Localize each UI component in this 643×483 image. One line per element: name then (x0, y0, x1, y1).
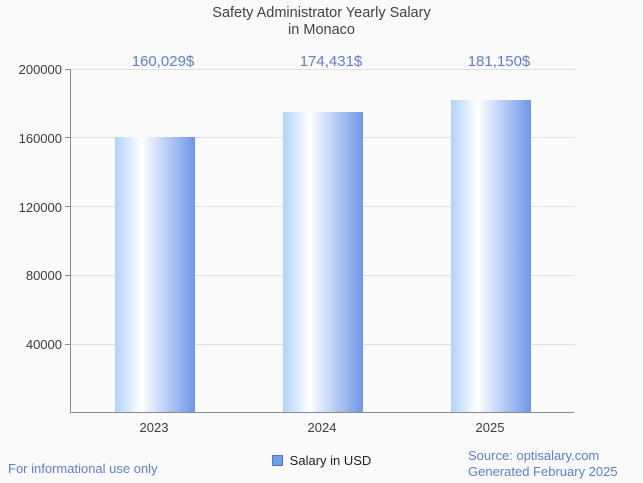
chart-title-line2: in Monaco (288, 22, 355, 38)
y-tick-mark-200000 (65, 68, 71, 70)
legend-swatch-icon (271, 455, 283, 466)
value-label-2024: 174,431$ (299, 53, 363, 70)
x-tick-label-2024: 2024 (307, 420, 337, 435)
gridline-200000 (71, 68, 575, 70)
value-label-2025: 181,150$ (467, 53, 531, 70)
y-tick-label-40000: 40000 (25, 337, 62, 353)
y-tick-label-120000: 120000 (18, 199, 62, 215)
chart-title: Safety Administrator Yearly Salary in Mo… (0, 5, 643, 39)
salary-bar-2025 (451, 100, 531, 412)
chart-title-line1: Safety Administrator Yearly Salary (212, 5, 431, 21)
y-tick-label-200000: 200000 (18, 62, 62, 77)
y-tick-label-80000: 80000 (25, 268, 62, 284)
plot-area (65, 68, 575, 413)
y-tick-mark-80000 (65, 274, 71, 276)
x-tick-label-2023: 2023 (139, 420, 169, 435)
source-text: Source: optisalary.com (468, 448, 600, 463)
y-tick-mark-40000 (65, 343, 71, 345)
y-tick-label-160000: 160000 (18, 130, 62, 146)
generated-text: Generated February 2025 (468, 464, 618, 479)
y-tick-mark-120000 (65, 206, 71, 208)
salary-bar-2024 (283, 111, 363, 412)
x-tick-label-2025: 2025 (475, 420, 505, 435)
y-tick-mark-160000 (65, 137, 71, 139)
legend: Salary in USD (0, 453, 643, 468)
salary-bar-2023 (115, 136, 195, 412)
value-label-2023: 160,029$ (131, 53, 195, 70)
source-block: Source: optisalary.com Generated Februar… (468, 448, 618, 480)
disclaimer-text: For informational use only (8, 461, 158, 476)
legend-label: Salary in USD (289, 453, 372, 468)
